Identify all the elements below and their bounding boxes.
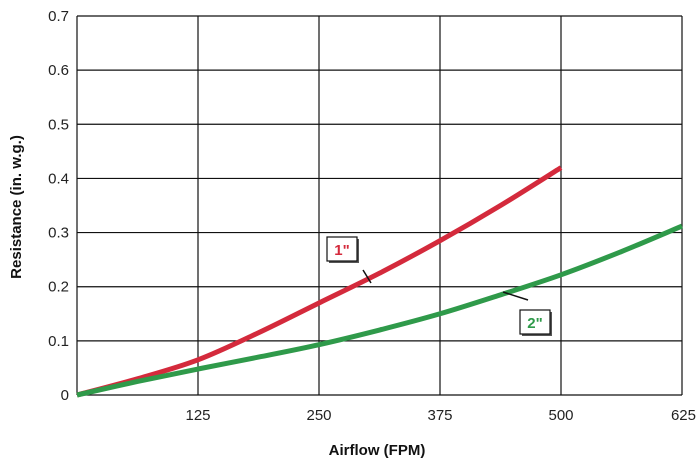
series-line-2 [76, 223, 683, 398]
y-tick-label: 0.6 [48, 62, 69, 79]
x-tick-label: 125 [185, 407, 210, 424]
x-axis-ticks: 125 250 375 500 625 [185, 407, 696, 424]
callout-box [326, 236, 358, 262]
y-tick-label: 0.3 [48, 225, 69, 242]
y-tick-label: 0 [61, 387, 69, 404]
x-tick-label: 375 [427, 407, 452, 424]
series-lines [76, 165, 683, 398]
callout-label: 1" [334, 242, 349, 259]
x-tick-label: 250 [306, 407, 331, 424]
x-axis-label: Airflow (FPM) [329, 442, 426, 459]
series-callouts: 1" 2" [326, 236, 552, 336]
callout-1: 1" [326, 236, 372, 284]
callout-2: 2" [502, 291, 552, 336]
callout-box [519, 309, 551, 335]
series-line-1 [76, 165, 563, 398]
callout-leader [502, 291, 529, 301]
y-axis-label: Resistance (in. w.g.) [8, 135, 25, 279]
x-tick-label: 500 [548, 407, 573, 424]
callout-label: 2" [527, 315, 542, 332]
y-tick-label: 0.4 [48, 170, 69, 187]
y-tick-label: 0.5 [48, 116, 69, 133]
chart-grid [76, 15, 683, 396]
y-axis-ticks: 0 0.1 0.2 0.3 0.4 0.5 0.6 0.7 [48, 8, 69, 404]
x-tick-label: 625 [671, 407, 696, 424]
y-tick-label: 0.2 [48, 279, 69, 296]
y-tick-label: 0.7 [48, 8, 69, 25]
y-tick-label: 0.1 [48, 333, 69, 350]
callout-leader [362, 269, 372, 284]
